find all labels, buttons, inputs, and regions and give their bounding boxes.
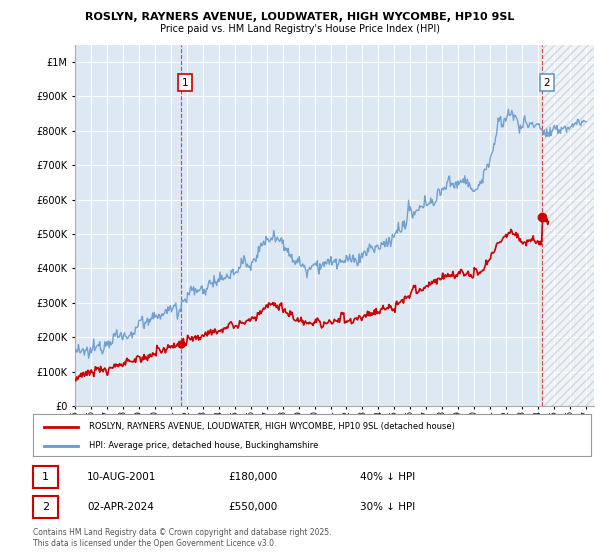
Text: HPI: Average price, detached house, Buckinghamshire: HPI: Average price, detached house, Buck… [89,441,318,450]
Text: 30% ↓ HPI: 30% ↓ HPI [360,502,415,512]
Text: £550,000: £550,000 [228,502,277,512]
Bar [542,45,594,406]
Text: 1: 1 [42,472,49,482]
Text: Price paid vs. HM Land Registry's House Price Index (HPI): Price paid vs. HM Land Registry's House … [160,24,440,34]
Text: Contains HM Land Registry data © Crown copyright and database right 2025.
This d: Contains HM Land Registry data © Crown c… [33,528,331,548]
Text: ROSLYN, RAYNERS AVENUE, LOUDWATER, HIGH WYCOMBE, HP10 9SL (detached house): ROSLYN, RAYNERS AVENUE, LOUDWATER, HIGH … [89,422,455,432]
Text: £180,000: £180,000 [228,472,277,482]
Text: 10-AUG-2001: 10-AUG-2001 [87,472,157,482]
Text: ROSLYN, RAYNERS AVENUE, LOUDWATER, HIGH WYCOMBE, HP10 9SL: ROSLYN, RAYNERS AVENUE, LOUDWATER, HIGH … [85,12,515,22]
Text: 1: 1 [182,78,188,87]
Text: 02-APR-2024: 02-APR-2024 [87,502,154,512]
Text: 40% ↓ HPI: 40% ↓ HPI [360,472,415,482]
Text: 2: 2 [544,78,550,87]
Text: 2: 2 [42,502,49,512]
